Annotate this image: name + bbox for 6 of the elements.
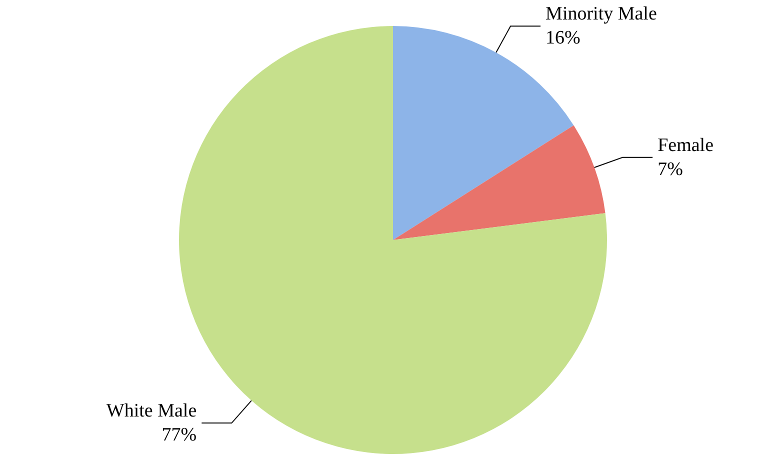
slice-label: Female [658,134,714,156]
data-label: 16% [546,28,581,49]
data-label: 7% [658,158,684,180]
data-label: 77% [162,424,197,446]
slice-label: Minority Male [546,4,657,25]
slice-label: White Male [106,400,197,422]
